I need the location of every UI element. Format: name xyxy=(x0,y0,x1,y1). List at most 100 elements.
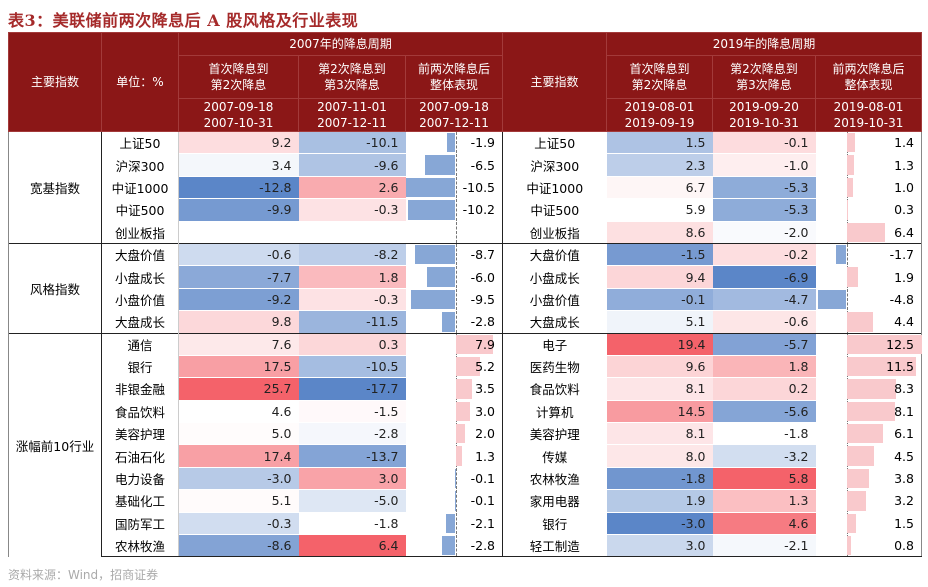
value-cell: -2.1 xyxy=(712,534,816,558)
total-value: 3.0 xyxy=(475,403,495,419)
table-row: 食品饮料 4.6 -1.5 3.0 计算机 14.5 -5.6 8.1 xyxy=(9,399,922,423)
total-bar-cell: -4.8 xyxy=(815,287,922,311)
table-row: 基础化工 5.1 -5.0 -0.1 家用电器 1.9 1.3 3.2 xyxy=(9,489,922,513)
table-row: 小盘成长 -7.7 1.8 -6.0 小盘成长 9.4 -6.9 1.9 xyxy=(9,265,922,289)
positive-bar xyxy=(846,446,874,466)
value-cell: -0.6 xyxy=(712,310,816,334)
value-cell: 17.4 xyxy=(178,444,299,468)
header-col-2007-3: 前两次降息后 整体表现 xyxy=(405,55,503,99)
value-cell: 3.0 xyxy=(606,534,713,558)
index-name: 国防军工 xyxy=(101,511,179,535)
value-cell: -5.3 xyxy=(712,198,816,222)
value-cell: -9.2 xyxy=(178,287,299,311)
value-cell: -1.8 xyxy=(298,511,406,535)
table-row: 沪深300 3.4 -9.6 -6.5 沪深300 2.3 -1.0 1.3 xyxy=(9,153,922,177)
bar-axis xyxy=(455,199,457,221)
value-cell: -1.5 xyxy=(298,399,406,423)
total-value: -0.1 xyxy=(470,471,495,487)
value-cell: 0.3 xyxy=(298,332,406,356)
start-date: 2019-08-01 xyxy=(833,100,904,114)
total-value: -9.5 xyxy=(470,291,495,307)
table-row: 银行 17.5 -10.5 5.2 医药生物 9.6 1.8 11.5 xyxy=(9,354,922,378)
table-row: 农林牧渔 -8.6 6.4 -2.8 轻工制造 3.0 -2.1 0.8 xyxy=(9,534,922,558)
index-name: 上证50 xyxy=(101,130,179,154)
value-cell: 8.1 xyxy=(606,377,713,401)
table-row: 宽基指数 上证50 9.2 -10.1 -1.9 上证50 1.5 -0.1 1.4 xyxy=(8,130,922,244)
header-dates-2007-2: 2007-11-01 2007-12-11 xyxy=(298,98,406,132)
index-name: 小盘成长 xyxy=(101,265,179,289)
table-row: 涨幅前10行业 通信 7.6 0.3 7.9 电子 19.4 -5.7 12.5 xyxy=(8,332,922,557)
total-bar-cell: 0.3 xyxy=(815,198,922,222)
total-bar-cell: -6.5 xyxy=(405,153,503,177)
value-cell: 25.7 xyxy=(178,377,299,401)
index-name: 食品饮料 xyxy=(101,399,179,423)
header-col-line2: 第2次降息 xyxy=(631,78,688,92)
total-bar-cell: -8.7 xyxy=(405,242,503,266)
index-name: 大盘价值 xyxy=(101,242,179,266)
negative-bar xyxy=(836,244,847,265)
total-value: 6.1 xyxy=(894,426,914,442)
total-bar-cell: -0.1 xyxy=(405,466,503,490)
value-cell: -3.2 xyxy=(712,444,816,468)
negative-bar xyxy=(442,536,456,556)
index-name: 中证500 xyxy=(101,198,179,222)
total-value: -6.5 xyxy=(470,157,495,173)
value-cell: -12.8 xyxy=(178,175,299,199)
index-name: 沪深300 xyxy=(502,153,607,177)
table-row: 非银金融 25.7 -17.7 3.5 食品饮料 8.1 0.2 8.3 xyxy=(9,377,922,401)
table-row: 美容护理 5.0 -2.8 2.0 美容护理 8.1 -1.8 6.1 xyxy=(9,422,922,445)
total-bar-cell: 4.4 xyxy=(815,310,922,334)
header-col-line2: 第3次降息 xyxy=(736,78,792,92)
index-name: 中证1000 xyxy=(502,175,607,199)
header-col-2007-2: 第2次降息到 第3次降息 xyxy=(298,55,406,99)
index-name: 大盘成长 xyxy=(502,310,607,334)
total-value: 7.9 xyxy=(475,336,495,352)
positive-bar xyxy=(846,379,897,399)
total-value: -10.5 xyxy=(462,179,495,195)
header-col-line1: 前两次降息后 xyxy=(417,62,490,76)
total-bar-cell: 6.4 xyxy=(815,220,922,244)
start-date: 2019-08-01 xyxy=(624,100,695,114)
value-cell: 5.8 xyxy=(712,466,816,490)
value-cell: -8.2 xyxy=(298,242,406,266)
negative-bar xyxy=(406,177,456,198)
value-cell: 17.5 xyxy=(178,354,299,378)
total-value: 1.3 xyxy=(475,448,495,464)
negative-bar xyxy=(414,244,456,265)
index-name: 通信 xyxy=(101,332,179,356)
total-value: -2.1 xyxy=(470,515,495,531)
value-cell: 1.3 xyxy=(712,489,816,513)
value-cell: -0.6 xyxy=(178,242,299,266)
table-row: 国防军工 -0.3 -1.8 -2.1 银行 -3.0 4.6 1.5 xyxy=(9,511,922,535)
value-cell: 4.6 xyxy=(712,511,816,535)
bar-axis xyxy=(455,132,457,154)
index-name: 农林牧渔 xyxy=(502,466,607,490)
performance-table: 主要指数 单位：% 2007年的降息周期 主要指数 2019年的降息周期 首次降… xyxy=(8,32,922,558)
total-bar-cell: 1.4 xyxy=(815,130,922,154)
value-cell: 2.3 xyxy=(606,153,713,177)
header-col-line1: 第2次降息到 xyxy=(318,62,386,76)
positive-bar xyxy=(846,312,873,332)
bar-axis xyxy=(455,467,457,490)
total-bar-cell: -1.9 xyxy=(405,130,503,154)
index-name: 创业板指 xyxy=(502,220,607,244)
index-name: 大盘价值 xyxy=(502,242,607,266)
value-cell: 8.6 xyxy=(606,220,713,244)
value-cell xyxy=(178,220,299,244)
total-bar-cell: -2.8 xyxy=(405,534,503,558)
value-cell: 5.1 xyxy=(606,310,713,334)
value-cell: -0.3 xyxy=(298,198,406,222)
index-name: 轻工制造 xyxy=(502,534,607,558)
total-value: 1.0 xyxy=(894,179,914,195)
total-bar-cell: 1.5 xyxy=(815,511,922,535)
table-row: 创业板指 创业板指 8.6 -2.0 6.4 xyxy=(9,220,922,244)
index-name: 中证500 xyxy=(502,198,607,222)
header-period-2007: 2007年的降息周期 xyxy=(178,32,503,56)
table-row: 风格指数 大盘价值 -0.6 -8.2 -8.7 大盘价值 -1.5 -0.2 -1.7 xyxy=(8,242,922,334)
positive-bar xyxy=(846,177,853,198)
total-bar-cell: -10.5 xyxy=(405,175,503,199)
value-cell: -5.0 xyxy=(298,489,406,513)
value-cell: 9.6 xyxy=(606,354,713,378)
total-value: -10.2 xyxy=(462,202,495,218)
value-cell: 5.0 xyxy=(178,422,299,445)
